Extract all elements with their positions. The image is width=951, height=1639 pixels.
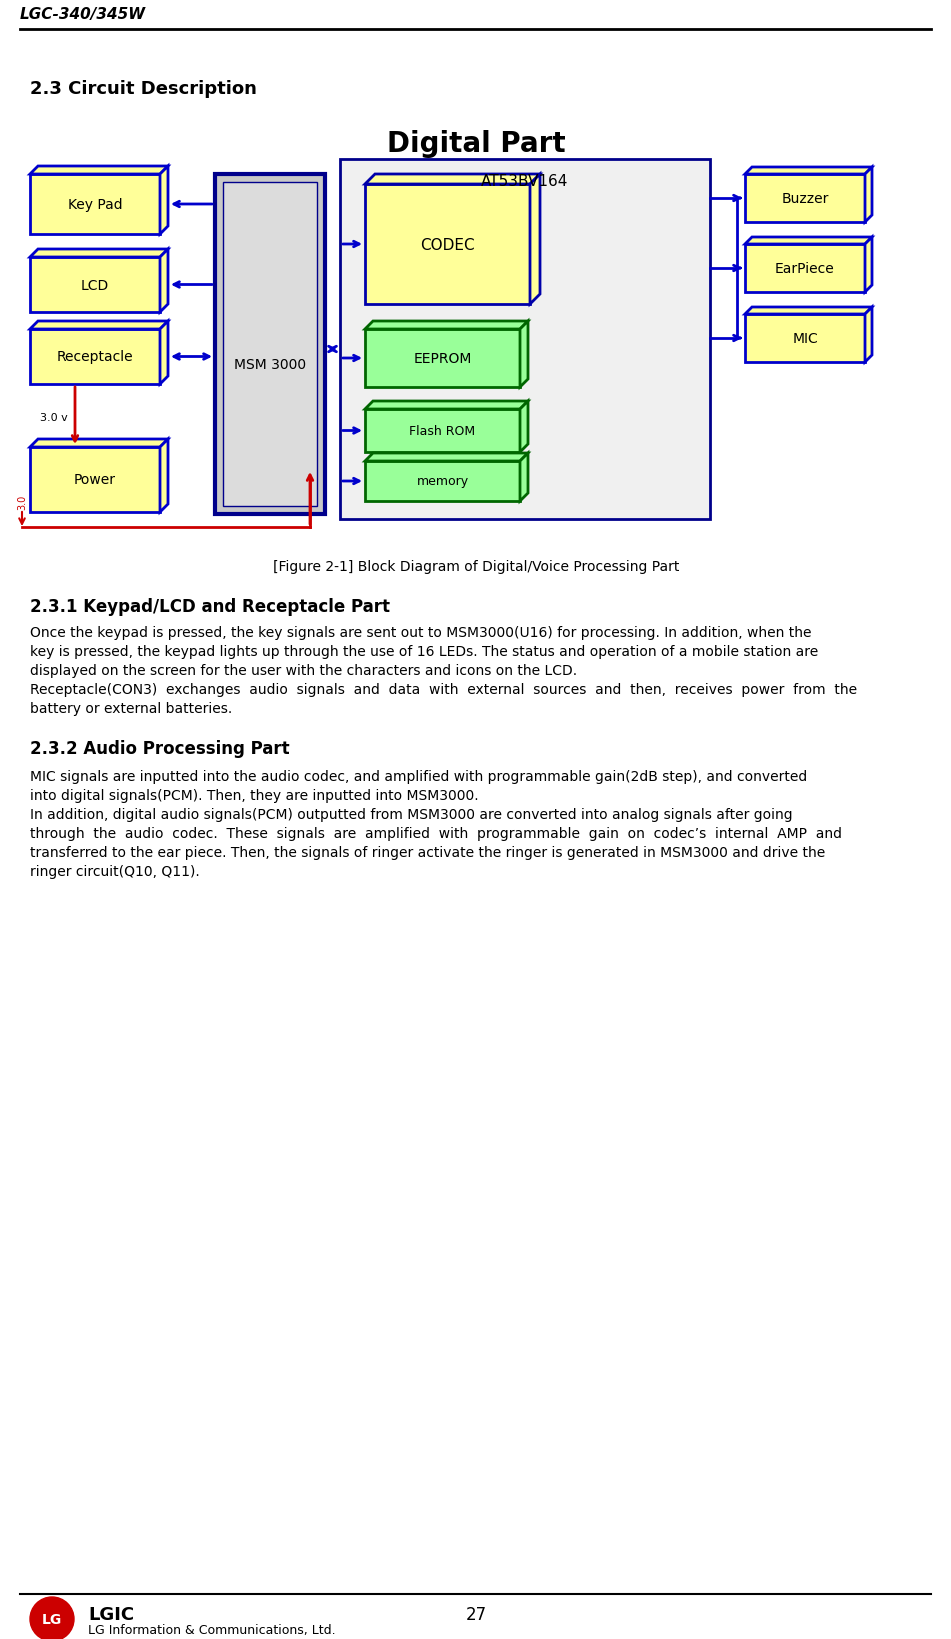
Polygon shape (520, 402, 528, 452)
Polygon shape (30, 167, 168, 175)
Bar (745, 175, 865, 223)
Text: Receptacle(CON3)  exchanges  audio  signals  and  data  with  external  sources : Receptacle(CON3) exchanges audio signals… (30, 682, 857, 697)
Text: In addition, digital audio signals(PCM) outputted from MSM3000 are converted int: In addition, digital audio signals(PCM) … (30, 808, 792, 821)
Bar (365, 462, 520, 502)
Text: Receptacle: Receptacle (57, 351, 133, 364)
Text: AT53BV164: AT53BV164 (481, 174, 569, 190)
Polygon shape (865, 308, 872, 362)
Text: LG Information & Communications, Ltd.: LG Information & Communications, Ltd. (88, 1623, 336, 1636)
Circle shape (30, 1596, 74, 1639)
Polygon shape (160, 249, 168, 313)
Text: Digital Part: Digital Part (387, 129, 565, 157)
Text: battery or external batteries.: battery or external batteries. (30, 701, 232, 716)
Bar (340, 161, 710, 520)
Text: LGIC: LGIC (88, 1605, 134, 1623)
Text: ringer circuit(Q10, Q11).: ringer circuit(Q10, Q11). (30, 864, 200, 879)
Text: 27: 27 (465, 1605, 487, 1623)
Polygon shape (745, 308, 872, 315)
Polygon shape (745, 238, 872, 244)
Text: LCD: LCD (81, 279, 109, 292)
Text: key is pressed, the keypad lights up through the use of 16 LEDs. The status and : key is pressed, the keypad lights up thr… (30, 644, 818, 659)
Bar (365, 410, 520, 452)
Text: [Figure 2-1] Block Diagram of Digital/Voice Processing Part: [Figure 2-1] Block Diagram of Digital/Vo… (273, 559, 679, 574)
Polygon shape (160, 439, 168, 513)
Polygon shape (365, 175, 540, 185)
Bar (223, 184, 317, 506)
Text: MIC: MIC (792, 331, 818, 346)
Polygon shape (365, 321, 528, 329)
Text: MIC signals are inputted into the audio codec, and amplified with programmable g: MIC signals are inputted into the audio … (30, 770, 807, 783)
Bar (30, 329, 160, 385)
Text: Key Pad: Key Pad (68, 198, 123, 211)
Text: 2.3 Circuit Description: 2.3 Circuit Description (30, 80, 257, 98)
Text: EEPROM: EEPROM (414, 352, 472, 365)
Text: displayed on the screen for the user with the characters and icons on the LCD.: displayed on the screen for the user wit… (30, 664, 577, 677)
Text: into digital signals(PCM). Then, they are inputted into MSM3000.: into digital signals(PCM). Then, they ar… (30, 788, 478, 803)
Text: memory: memory (417, 475, 469, 488)
Text: transferred to the ear piece. Then, the signals of ringer activate the ringer is: transferred to the ear piece. Then, the … (30, 846, 825, 859)
Polygon shape (530, 175, 540, 305)
Text: MSM 3000: MSM 3000 (234, 357, 306, 372)
Text: 3.0: 3.0 (17, 495, 27, 510)
Text: 3.0 v: 3.0 v (40, 413, 68, 423)
Bar (365, 329, 520, 388)
Polygon shape (160, 167, 168, 234)
Polygon shape (30, 439, 168, 447)
Polygon shape (30, 249, 168, 257)
Polygon shape (520, 321, 528, 388)
Bar (745, 244, 865, 293)
Polygon shape (160, 321, 168, 385)
Text: Power: Power (74, 474, 116, 487)
Text: through  the  audio  codec.  These  signals  are  amplified  with  programmable : through the audio codec. These signals a… (30, 826, 842, 841)
Bar (365, 185, 530, 305)
Bar (30, 175, 160, 234)
Polygon shape (865, 167, 872, 223)
Polygon shape (745, 167, 872, 175)
Text: Flash ROM: Flash ROM (410, 425, 476, 438)
Polygon shape (365, 454, 528, 462)
Text: LG: LG (42, 1613, 62, 1626)
Bar (215, 175, 325, 515)
Polygon shape (520, 454, 528, 502)
Polygon shape (30, 321, 168, 329)
Text: 2.3.1 Keypad/LCD and Receptacle Part: 2.3.1 Keypad/LCD and Receptacle Part (30, 598, 390, 616)
Polygon shape (365, 402, 528, 410)
Text: 2.3.2 Audio Processing Part: 2.3.2 Audio Processing Part (30, 739, 290, 757)
Bar (30, 447, 160, 513)
Text: LGC-340/345W: LGC-340/345W (20, 7, 146, 21)
Text: Once the keypad is pressed, the key signals are sent out to MSM3000(U16) for pro: Once the keypad is pressed, the key sign… (30, 626, 811, 639)
Text: CODEC: CODEC (420, 238, 475, 252)
Text: EarPiece: EarPiece (775, 262, 835, 275)
Bar (30, 257, 160, 313)
Text: Buzzer: Buzzer (782, 192, 828, 207)
Polygon shape (865, 238, 872, 293)
Bar (745, 315, 865, 362)
